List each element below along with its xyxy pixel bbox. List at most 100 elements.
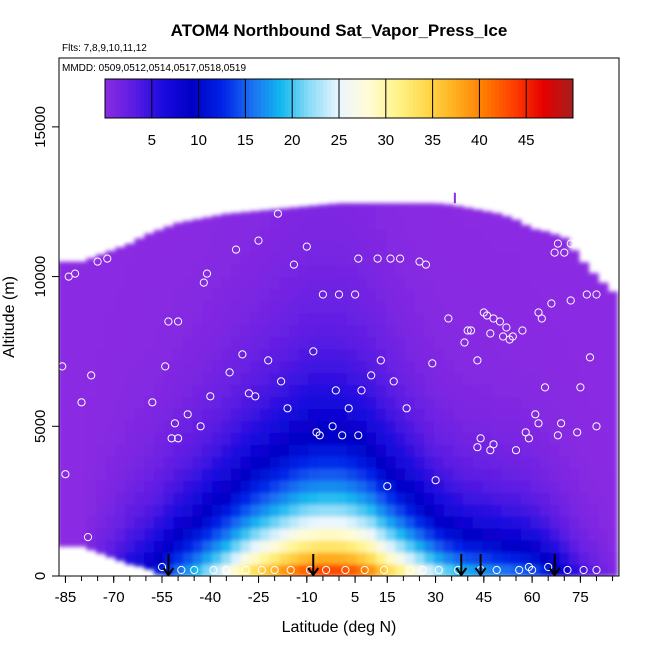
field-cell [231,420,242,433]
colorbar-swatch [331,79,336,118]
field-cell [163,468,174,481]
field-cell [366,324,377,338]
field-cell [530,229,541,242]
field-cell [318,504,329,517]
field-cell [385,540,396,553]
field-cell [414,216,425,230]
field-cell [366,276,377,290]
field-cell [501,240,512,254]
field-cell [482,228,493,242]
field-cell [337,360,348,373]
field-cell [192,300,203,314]
observation-point [402,404,411,413]
field-cell [308,336,319,350]
field-cell [559,312,570,326]
field-cell [221,216,232,230]
field-cell [559,324,570,338]
field-cell [453,336,464,350]
field-cell [559,384,570,397]
field-cell [153,348,165,361]
colorbar-swatch [171,79,176,118]
field-cell [76,480,87,493]
field-cell [308,312,319,326]
field-cell [153,396,165,409]
field-cell [472,420,483,433]
field-cell [260,240,271,254]
field-cell [59,420,68,433]
field-cell [598,516,609,529]
field-cell [424,432,435,445]
field-cell [607,456,618,469]
field-cell [549,540,561,553]
field-cell [250,276,261,290]
field-cell [173,528,184,541]
field-cell [125,336,136,350]
field-cell [153,552,165,565]
chart-title: ATOM4 Northbound Sat_Vapor_Press_Ice [171,21,508,40]
field-cell [96,360,107,373]
field-cell [433,552,445,565]
field-cell [472,432,483,445]
field-cell [289,252,300,266]
observation-point [103,254,112,263]
colorbar-swatch [268,79,274,118]
field-cell [279,504,290,517]
observation-point [257,565,266,575]
observation-point [421,260,430,269]
colorbar-swatch [229,79,235,118]
field-cell [607,516,618,529]
field-cell [578,528,590,541]
colorbar-swatch [202,79,207,118]
arrow-head [455,567,468,577]
observation-point [161,362,170,371]
observation-point [354,431,363,440]
colorbar-swatch [553,79,558,118]
observation-point [582,290,591,299]
field-cell [308,360,319,373]
arrow-head [548,567,561,577]
field-cell [269,396,281,409]
field-cell [96,528,107,541]
field-cell [298,552,310,565]
field-cell [96,324,107,338]
field-cell [173,432,184,445]
field-cell [501,444,512,457]
field-cell [472,228,483,242]
field-cell [327,384,338,397]
field-cell [327,264,338,278]
colorbar-swatch [467,79,473,118]
field-cell [173,552,184,565]
field-cell [144,233,155,242]
field-cell [202,348,213,361]
field-cell [231,552,242,565]
field-cell [433,203,445,206]
field-cell [125,516,136,529]
field-cell [347,203,358,206]
field-cell [318,480,329,493]
field-cell [395,324,406,338]
field-cell [414,444,425,457]
field-cell [298,480,310,493]
field-cell [578,552,590,565]
colorbar-swatch [557,79,562,118]
field-cell [327,324,338,338]
field-cell [453,540,464,553]
field-cell [298,468,310,481]
field-cell [366,432,377,445]
field-cell [540,396,551,409]
field-cell [549,324,561,338]
field-cell [472,408,483,421]
field-cell [173,360,184,373]
field-cell [376,228,387,242]
field-cell [279,324,290,338]
field-cell [462,564,474,576]
field-cell [211,468,223,481]
field-cell [472,396,483,409]
field-cell [414,564,425,576]
field-cell [327,564,338,576]
field-cell [182,372,194,385]
field-cell [414,468,425,481]
field-cell [414,276,425,290]
field-cell [549,456,561,469]
field-cell [279,516,290,529]
